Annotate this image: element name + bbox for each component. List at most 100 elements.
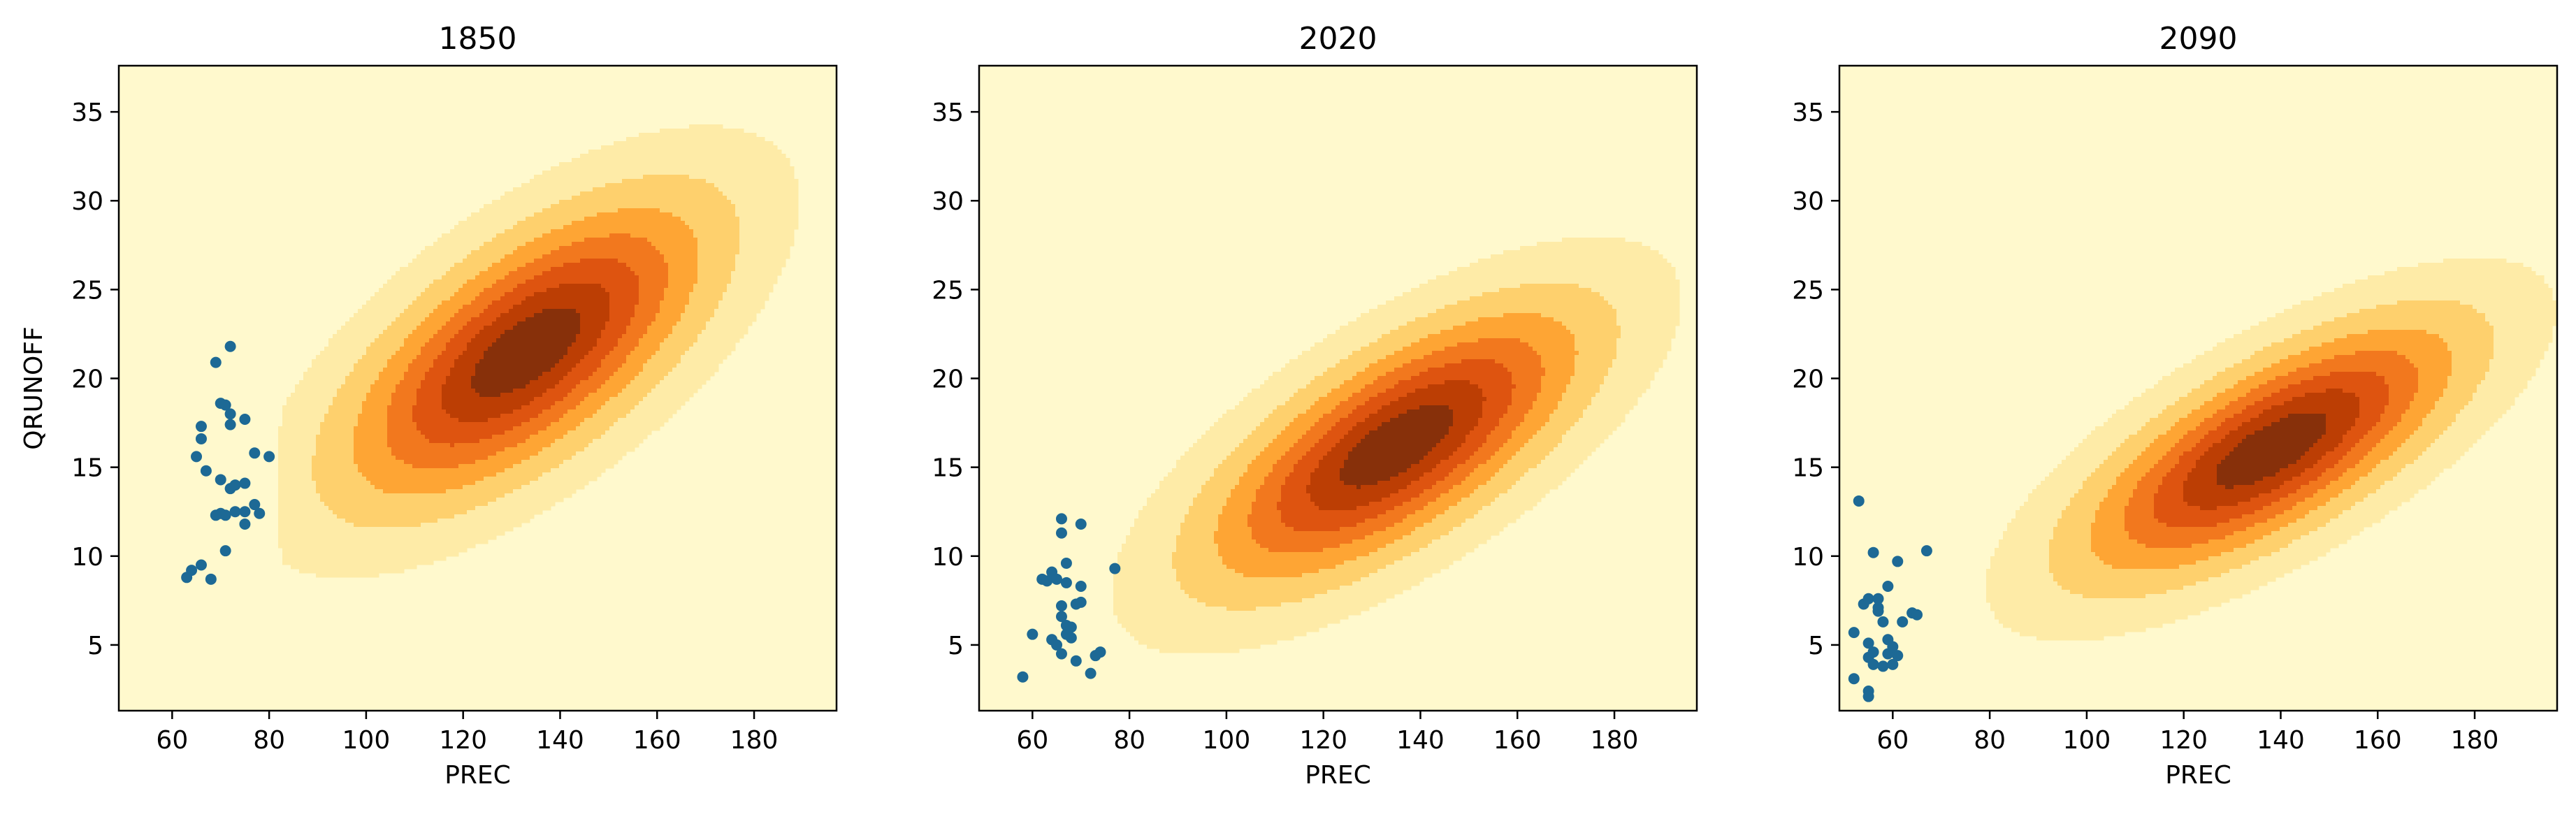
scatter-point [239, 477, 251, 489]
scatter-point [205, 573, 217, 585]
scatter-point [1872, 593, 1884, 604]
scatter-point [1882, 581, 1894, 593]
x-axis-label: PREC [2165, 761, 2231, 790]
scatter-point [195, 559, 207, 571]
x-tick-label: 60 [1016, 726, 1048, 755]
scatter-point [1887, 658, 1899, 670]
y-tick-label: 5 [1808, 632, 1824, 660]
scatter-point [1862, 690, 1874, 702]
scatter-point [1051, 573, 1063, 585]
scatter-point [1060, 577, 1072, 588]
scatter-point [1877, 660, 1889, 672]
panel-2020: 60 80 100 120 140 160 180 5 10 15 20 25 30 35 2020 PREC [932, 21, 1698, 790]
x-tick-label: 140 [2257, 726, 2305, 755]
scatter-point [224, 340, 236, 352]
y-tick-label: 15 [932, 454, 964, 483]
x-axis-label: PREC [1305, 761, 1371, 790]
x-tick-label: 120 [1299, 726, 1347, 755]
scatter-point [224, 408, 236, 420]
x-axis-label: PREC [444, 761, 511, 790]
scatter-point [1911, 609, 1923, 621]
x-tick-label: 60 [156, 726, 188, 755]
x-tick-label: 120 [439, 726, 487, 755]
scatter-point [1075, 519, 1087, 530]
y-tick-label: 15 [1792, 454, 1824, 483]
scatter-point [195, 421, 207, 433]
scatter-point [219, 399, 231, 411]
x-tick-label: 140 [1396, 726, 1445, 755]
axes-frame [1838, 64, 2559, 712]
scatter-point [1872, 605, 1884, 617]
scatter-point [1051, 639, 1063, 651]
x-tick-label: 100 [1203, 726, 1251, 755]
scatter-point [249, 499, 261, 511]
y-tick-label: 35 [71, 99, 103, 127]
scatter-point [1027, 628, 1039, 640]
scatter-point [1070, 655, 1082, 667]
x-tick-label: 120 [2159, 726, 2208, 755]
scatter-point [1853, 495, 1865, 507]
y-tick-label: 30 [932, 187, 964, 216]
scatter-point [1862, 593, 1874, 604]
x-tick-label: 100 [2063, 726, 2111, 755]
scatter-point [1897, 616, 1909, 628]
panel-title: 2090 [2159, 21, 2238, 57]
x-tick-label: 160 [1493, 726, 1542, 755]
y-tick-label: 25 [71, 276, 103, 305]
y-tick-label: 35 [932, 99, 964, 127]
scatter-point [186, 565, 198, 577]
scatter-point [229, 506, 241, 518]
y-tick-label: 20 [932, 365, 964, 394]
y-tick-label: 5 [948, 632, 964, 660]
y-tick-label: 30 [1792, 187, 1824, 216]
scatter-point [1017, 671, 1029, 683]
x-tick-label: 180 [1591, 726, 1639, 755]
y-tick-label: 25 [932, 276, 964, 305]
scatter-point [1887, 641, 1899, 653]
scatter-point [1055, 600, 1067, 611]
scatter-point [1060, 557, 1072, 569]
scatter-point [1877, 616, 1889, 628]
scatter-point [1065, 632, 1077, 644]
scatter-point [1055, 648, 1067, 660]
scatter-point [1892, 556, 1904, 567]
x-tick-label: 160 [2354, 726, 2402, 755]
y-tick-label: 20 [71, 365, 103, 394]
x-tick-label: 100 [342, 726, 391, 755]
scatter-point [249, 447, 261, 459]
x-tick-label: 180 [730, 726, 779, 755]
x-tick-label: 80 [253, 726, 285, 755]
x-tick-label: 60 [1876, 726, 1909, 755]
scatter-point [1075, 581, 1087, 593]
panel-2090: 60 80 100 120 140 160 180 5 10 15 20 25 30 35 2090 PREC [1792, 21, 2559, 790]
y-tick-label: 10 [932, 543, 964, 572]
scatter-point [1109, 563, 1121, 574]
scatter-point [1041, 575, 1053, 587]
x-tick-label: 140 [536, 726, 584, 755]
scatter-point [1867, 658, 1879, 670]
scatter-point [215, 474, 226, 486]
scatter-point [219, 509, 231, 521]
panel-title: 1850 [439, 21, 517, 57]
scatter-point [195, 433, 207, 444]
scatter-point [1085, 667, 1097, 679]
scatter-point [1055, 611, 1067, 623]
scatter-point [229, 479, 241, 491]
x-tick-label: 80 [1974, 726, 2006, 755]
scatter-point [1892, 650, 1904, 662]
scatter-point [1065, 621, 1077, 633]
scatter-point [1055, 513, 1067, 525]
y-tick-label: 10 [71, 543, 103, 572]
scatter-point [1867, 546, 1879, 558]
scatter-point [200, 465, 212, 477]
y-tick-label: 15 [71, 454, 103, 483]
scatter-point [1862, 637, 1874, 649]
y-tick-label: 30 [71, 187, 103, 216]
y-tick-label: 20 [1792, 365, 1824, 394]
y-tick-label: 35 [1792, 99, 1824, 127]
panel-1850: 60 80 100 120 140 160 180 5 10 15 20 25 30 35 1850 PREC… [20, 21, 838, 790]
scatter-point [239, 519, 251, 530]
y-tick-label: 10 [1792, 543, 1824, 572]
scatter-point [263, 451, 275, 463]
